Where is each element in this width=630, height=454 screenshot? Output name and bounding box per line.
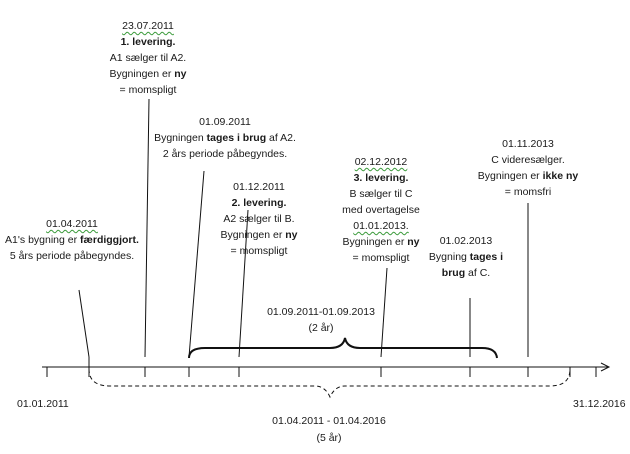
axis-end-label: 31.12.2016 [573,398,626,410]
leader-02-12-2012 [380,267,388,358]
event-text-bold: tages i [469,251,504,263]
event-text: 01.01.2013. [353,220,409,232]
brace-5-years [88,368,571,399]
event-resale: 01.11.2013 C videresælger. Bygningen er ik… [478,136,578,200]
event-text-line: med overtagelse [342,202,420,218]
event-text-line: C videresælger. [478,152,578,168]
event-text: A1 sælger til A2. [109,52,187,64]
event-text-line: A1's bygning er færdiggjort. [5,232,139,248]
period-2-duration: (2 år) [308,322,334,334]
leader-01-12-2011 [238,209,249,358]
event-text: Bygningen er [477,170,543,182]
event-building-completed: 01.04.2011 A1's bygning er færdiggjort. 5 … [5,216,139,264]
period-5-range: 01.04.2011 - 01.04.2016 [272,415,386,427]
event-text-line: = momspligt [220,243,297,259]
event-text-line: Bygningen er ikke ny [478,168,578,184]
event-text-line: 3. levering. [342,170,420,186]
event-text-line: Bygningen er ny [109,66,186,82]
event-text: af A2. [266,132,296,144]
leader-01-04-2011 [78,289,90,358]
event-text-line: brug af C. [429,265,503,281]
event-text: = momsfri [504,186,552,198]
period-2-range: 01.09.2011-01.09.2013 [267,306,375,318]
event-text-line: B sælger til C [342,186,420,202]
event-text-line: 2. levering. [220,195,297,211]
event-text: af C. [465,267,491,279]
period-2-label: 01.09.2011-01.09.2013 (2 år) [267,304,375,336]
event-date: 23.07.2011 [122,20,174,32]
event-text-bold: ny [407,236,420,248]
event-text-line: Bygningen er ny [220,227,297,243]
event-date: 01.11.2013 [502,138,554,150]
period-5-label: 01.04.2011 - 01.04.2016 (5 år) [272,413,386,447]
event-text: Bygningen [154,132,207,144]
event-text-bold: 2. levering. [231,197,287,209]
event-text-bold: 3. levering. [353,172,409,184]
event-text-line: = momsfri [478,184,578,200]
event-date: 01.04.2011 [46,218,98,230]
event-text-line: = momspligt [342,250,420,266]
event-second-delivery: 01.12.2011 2. levering. A2 sælger til B. By… [220,179,297,259]
event-text: Bygningen er [109,68,175,80]
event-text: = momspligt [352,252,410,264]
axis-ticks [46,357,597,377]
event-text: C videresælger. [491,154,565,166]
event-date: 01.02.2013 [439,235,493,247]
event-text-line: 01.01.2013. [342,218,420,234]
event-text-line: 2 års periode påbegyndes. [154,146,296,162]
event-text: A1's bygning er [5,234,81,246]
event-text-line: A2 sælger til B. [220,211,297,227]
event-text: Bygningen er [342,236,408,248]
event-date: 01.12.2011 [233,181,285,193]
event-text-bold: ny [285,229,298,241]
brace-2-years [188,337,498,359]
event-text-bold: brug [441,267,466,279]
event-third-delivery: 02.12.2012 3. levering. B sælger til C med … [342,154,420,266]
leader-01-09-2011 [188,170,205,358]
event-taken-into-use-a2: 01.09.2011 Bygningen tages i brug af A2. 2… [154,114,296,162]
axis-arrow-icon [600,362,611,372]
event-date: 02.12.2012 [354,156,408,168]
event-text: 2 års periode påbegyndes. [162,148,288,160]
event-text-line: 1. levering. [109,34,186,50]
event-text-line: 5 års periode påbegyndes. [5,248,139,264]
event-text: med overtagelse [342,204,420,216]
event-text-line: Bygning tages i [429,249,503,265]
event-text: = momspligt [119,84,177,96]
event-text: 5 års periode påbegyndes. [9,250,135,262]
event-text: Bygning [428,251,470,263]
event-text-line: A1 sælger til A2. [109,50,186,66]
event-first-delivery: 23.07.2011 1. levering. A1 sælger til A2. B… [109,18,186,98]
event-taken-into-use-c: 01.02.2013 Bygning tages i brug af C. [429,233,503,281]
event-text-bold: ny [174,68,187,80]
event-text: B sælger til C [349,188,413,200]
period-5-duration: (5 år) [316,432,342,444]
event-text: A2 sælger til B. [223,213,295,225]
event-text: Bygningen er [220,229,286,241]
event-text: = momspligt [230,245,288,257]
event-text-line: Bygningen tages i brug af A2. [154,130,296,146]
leader-23-07-2011 [144,98,150,358]
event-text-bold: ikke ny [542,170,579,182]
event-text-line: Bygningen er ny [342,234,420,250]
event-date: 01.09.2011 [199,116,251,128]
event-text-bold: tages i brug [206,132,267,144]
axis-start-label: 01.01.2011 [17,398,69,410]
event-text-bold: færdiggjort. [80,234,139,246]
event-text-line: = momspligt [109,82,186,98]
event-text-bold: 1. levering. [120,36,176,48]
